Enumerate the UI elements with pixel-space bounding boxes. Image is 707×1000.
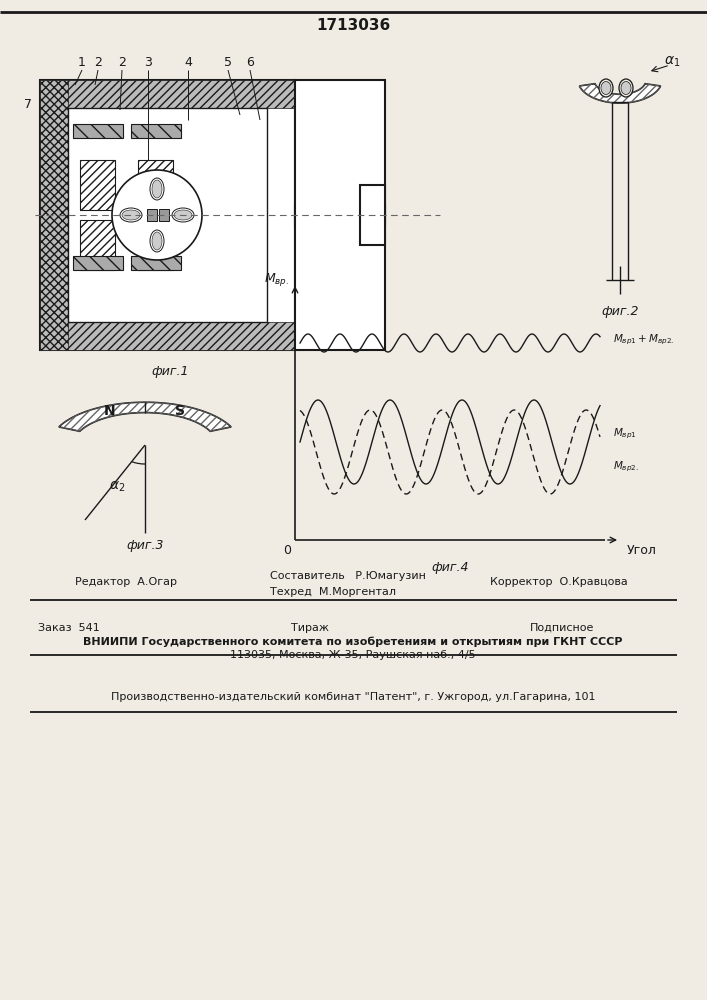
Text: Составитель   Р.Юмагузин: Составитель Р.Юмагузин bbox=[270, 571, 426, 581]
Bar bbox=[68, 108, 267, 322]
Ellipse shape bbox=[619, 79, 633, 97]
Polygon shape bbox=[580, 84, 660, 103]
Text: ВНИИПИ Государственного комитета по изобретениям и открытиям при ГКНТ СССР: ВНИИПИ Государственного комитета по изоб… bbox=[83, 637, 623, 647]
Bar bbox=[295, 80, 385, 350]
Bar bbox=[73, 124, 123, 138]
Text: $М_{вр1}$: $М_{вр1}$ bbox=[613, 427, 637, 441]
Bar bbox=[80, 220, 115, 270]
Text: фиг.1: фиг.1 bbox=[151, 365, 189, 378]
Ellipse shape bbox=[150, 230, 164, 252]
Bar bbox=[147, 209, 157, 221]
Text: 5: 5 bbox=[224, 55, 232, 68]
Text: фиг.2: фиг.2 bbox=[601, 306, 638, 318]
Text: 0: 0 bbox=[283, 544, 291, 556]
Text: 3: 3 bbox=[144, 55, 152, 68]
Bar bbox=[131, 124, 181, 138]
Text: фиг.4: фиг.4 bbox=[431, 562, 469, 574]
Text: Подписное: Подписное bbox=[530, 623, 595, 633]
Text: $М_{вр1}+М_{вр2.}$: $М_{вр1}+М_{вр2.}$ bbox=[613, 333, 674, 347]
Bar bbox=[138, 160, 173, 210]
Text: S: S bbox=[175, 404, 185, 418]
Ellipse shape bbox=[150, 178, 164, 200]
Bar bbox=[73, 256, 123, 270]
Text: $М_{вр.}$: $М_{вр.}$ bbox=[264, 270, 290, 288]
Bar bbox=[138, 220, 173, 270]
Bar bbox=[360, 185, 385, 245]
Ellipse shape bbox=[152, 180, 162, 198]
Bar bbox=[131, 256, 181, 270]
Text: 4: 4 bbox=[184, 55, 192, 68]
Bar bbox=[80, 220, 115, 270]
Bar bbox=[138, 160, 173, 210]
Text: 113035, Москва, Ж-35, Раушская наб., 4/5: 113035, Москва, Ж-35, Раушская наб., 4/5 bbox=[230, 650, 476, 660]
Ellipse shape bbox=[621, 82, 631, 95]
Bar bbox=[40, 80, 295, 350]
Bar bbox=[40, 80, 295, 108]
Ellipse shape bbox=[152, 232, 162, 250]
Text: 1713036: 1713036 bbox=[316, 17, 390, 32]
Text: N: N bbox=[104, 404, 115, 418]
Ellipse shape bbox=[174, 210, 192, 220]
Ellipse shape bbox=[601, 82, 611, 95]
Text: Производственно-издательский комбинат "Патент", г. Ужгород, ул.Гагарина, 101: Производственно-издательский комбинат "П… bbox=[111, 692, 595, 702]
Text: 2: 2 bbox=[118, 55, 126, 68]
Text: 1: 1 bbox=[78, 55, 86, 68]
Ellipse shape bbox=[120, 208, 142, 222]
Ellipse shape bbox=[599, 79, 613, 97]
Text: Тираж: Тираж bbox=[291, 623, 329, 633]
Bar bbox=[295, 205, 385, 225]
Polygon shape bbox=[59, 402, 231, 431]
Bar bbox=[40, 80, 68, 350]
Text: 2: 2 bbox=[94, 55, 102, 68]
Ellipse shape bbox=[122, 210, 140, 220]
Text: Редактор  А.Огар: Редактор А.Огар bbox=[75, 577, 177, 587]
Ellipse shape bbox=[172, 208, 194, 222]
Text: $М_{вр2.}$: $М_{вр2.}$ bbox=[613, 460, 639, 474]
Bar bbox=[80, 160, 115, 210]
Text: Техред  М.Моргентал: Техред М.Моргентал bbox=[270, 587, 396, 597]
Bar bbox=[40, 322, 295, 350]
Text: $\alpha_2$: $\alpha_2$ bbox=[109, 480, 125, 494]
Text: Заказ  541: Заказ 541 bbox=[38, 623, 100, 633]
Text: Угол: Угол bbox=[627, 544, 657, 556]
Text: $\alpha_1$: $\alpha_1$ bbox=[664, 55, 680, 69]
Text: фиг.3: фиг.3 bbox=[127, 538, 164, 552]
Bar bbox=[80, 160, 115, 210]
Bar bbox=[159, 209, 169, 221]
Circle shape bbox=[112, 170, 202, 260]
Bar bbox=[138, 220, 173, 270]
Text: 7: 7 bbox=[24, 99, 32, 111]
Text: Корректор  О.Кравцова: Корректор О.Кравцова bbox=[490, 577, 628, 587]
Text: 6: 6 bbox=[246, 55, 254, 68]
